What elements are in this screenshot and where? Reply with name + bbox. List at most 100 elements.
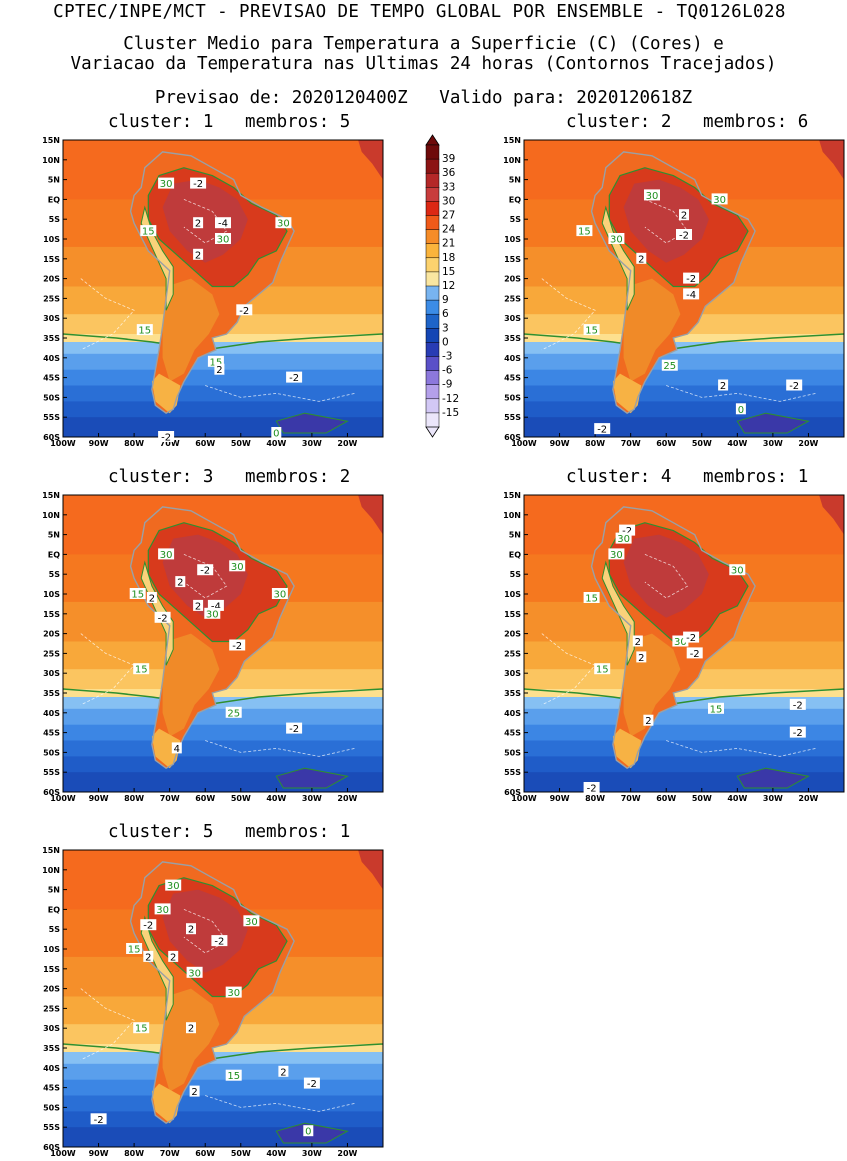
svg-text:30: 30: [160, 179, 173, 190]
ocean-temperature-band: [63, 334, 383, 343]
lat-tick-label: 10S: [504, 235, 521, 244]
svg-text:2: 2: [280, 1067, 286, 1078]
lat-tick-label: 5N: [509, 176, 521, 185]
lat-tick-label: 40S: [504, 709, 521, 718]
lon-tick-label: 40W: [727, 439, 747, 448]
lat-tick-label: 50S: [504, 393, 521, 402]
lat-tick-label: 15S: [43, 965, 60, 974]
contour-label: -2: [236, 304, 253, 317]
colorbar-tick-label: 15: [442, 266, 455, 278]
lon-tick-label: 20W: [337, 439, 357, 448]
contour-label: 2: [632, 635, 643, 648]
contour-label: 0: [303, 1125, 314, 1138]
contour-label: 2: [168, 950, 179, 963]
lat-tick-label: 15S: [504, 255, 521, 264]
colorbar-tick-label: 21: [442, 238, 455, 250]
contour-label: -2: [583, 782, 600, 795]
lat-tick-label: 20S: [504, 275, 521, 284]
lon-tick-label: 70W: [160, 439, 180, 448]
svg-text:-2: -2: [686, 633, 696, 644]
svg-text:0: 0: [738, 405, 744, 416]
lat-tick-label: 55S: [504, 768, 521, 777]
lat-tick-label: 10N: [503, 511, 521, 520]
svg-text:15: 15: [135, 1024, 148, 1035]
map-panel-2: 15N 10N 5N EQ 5S 10S 15S 20S 25S 30S 35S 40S 45S 50S 5…: [503, 136, 845, 448]
svg-text:2: 2: [195, 601, 201, 612]
svg-text:-2: -2: [289, 373, 299, 384]
lon-tick-label: 100W: [50, 794, 76, 803]
contour-label: -2: [154, 611, 171, 624]
svg-text:2: 2: [188, 1024, 194, 1035]
lat-tick-label: 20S: [43, 275, 60, 284]
contour-label: 15: [133, 663, 150, 676]
colorbar-swatch: [425, 144, 440, 160]
lat-tick-label: 15N: [503, 491, 521, 500]
lon-tick-label: 60W: [656, 439, 676, 448]
colorbar-tick-label: 27: [442, 210, 455, 222]
ocean-temperature-band: [63, 740, 383, 757]
contour-label: -2: [683, 272, 700, 285]
lat-tick-label: 45S: [43, 374, 60, 383]
lon-tick-label: 70W: [160, 1149, 180, 1158]
contour-label: 4: [171, 742, 182, 755]
lon-tick-label: 40W: [266, 794, 286, 803]
contour-label: 15: [133, 1022, 150, 1035]
ocean-temperature-band: [524, 385, 844, 402]
svg-text:2: 2: [149, 594, 155, 605]
svg-text:2: 2: [145, 952, 151, 963]
lat-tick-label: 60S: [504, 433, 521, 442]
lat-tick-label: 60S: [43, 1143, 60, 1152]
lon-tick-label: 60W: [195, 1149, 215, 1158]
svg-text:2: 2: [681, 211, 687, 222]
contour-label: 15: [583, 324, 600, 337]
svg-text:30: 30: [156, 905, 169, 916]
svg-text:2: 2: [720, 381, 726, 392]
lon-tick-label: 80W: [585, 439, 605, 448]
svg-text:15: 15: [596, 665, 609, 676]
svg-text:15: 15: [710, 704, 723, 715]
svg-text:15: 15: [585, 594, 598, 605]
lon-tick-label: 50W: [692, 439, 712, 448]
ocean-temperature-band: [63, 342, 383, 355]
lat-tick-label: 15N: [42, 846, 60, 855]
lat-tick-label: 10S: [43, 235, 60, 244]
lat-tick-label: 50S: [43, 748, 60, 757]
contour-label: -2: [789, 726, 806, 739]
ocean-temperature-band: [63, 1063, 383, 1081]
lat-tick-label: 10N: [503, 156, 521, 165]
lat-tick-label: EQ: [509, 195, 521, 204]
contour-label: 25: [225, 706, 242, 719]
colorbar-tick-label: 6: [442, 308, 449, 320]
svg-text:-2: -2: [193, 179, 203, 190]
svg-text:15: 15: [135, 665, 148, 676]
header-line-3: Variacao da Temperatura nas Ultimas 24 h…: [70, 54, 777, 74]
colorbar-swatch: [425, 285, 440, 301]
lat-tick-label: 15N: [42, 136, 60, 145]
lat-tick-label: 5S: [510, 215, 522, 224]
lat-tick-label: 25S: [504, 649, 521, 658]
svg-text:-2: -2: [214, 937, 224, 948]
header-line-2: Cluster Medio para Temperatura a Superfi…: [123, 34, 724, 54]
colorbar-swatch: [425, 187, 440, 202]
contour-label: 30: [644, 189, 660, 202]
svg-text:30: 30: [610, 235, 623, 246]
lat-tick-label: 40S: [43, 1064, 60, 1073]
lat-tick-label: 15S: [43, 255, 60, 264]
panel-5-title: cluster: 5 membros: 1: [108, 822, 351, 842]
ocean-temperature-band: [524, 342, 844, 355]
lat-tick-label: 45S: [504, 729, 521, 738]
lat-tick-label: 20S: [504, 630, 521, 639]
contour-label: -2: [594, 423, 611, 436]
ocean-temperature-band: [63, 1111, 383, 1128]
lon-tick-label: 30W: [302, 1149, 322, 1158]
colorbar-swatch: [425, 356, 440, 372]
colorbar-max-arrow: [425, 134, 440, 146]
svg-text:-2: -2: [690, 649, 700, 660]
lat-tick-label: 55S: [43, 768, 60, 777]
ocean-temperature-band: [524, 697, 844, 710]
colorbar-swatch: [425, 271, 440, 287]
header-line-4: Previsao de: 2020120400Z Valido para: 20…: [154, 88, 693, 108]
lat-tick-label: 30S: [504, 314, 521, 323]
lon-tick-label: 70W: [621, 439, 641, 448]
colorbar-tick-label: 3: [442, 322, 449, 334]
